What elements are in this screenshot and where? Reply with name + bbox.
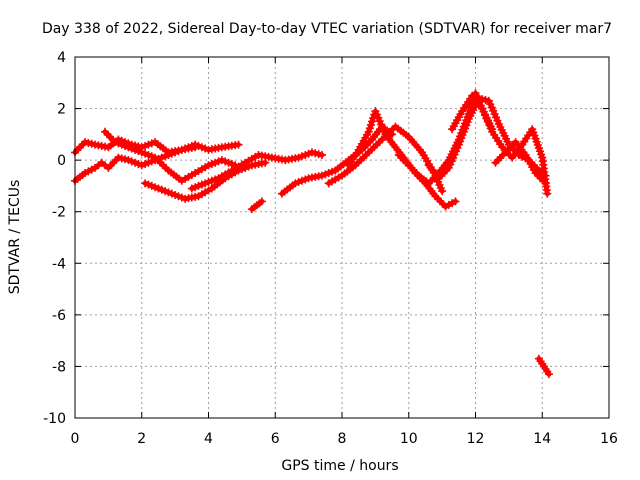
x-tick-label: 0 [71,431,80,447]
series-sat-n [534,354,553,379]
data-point [257,197,266,206]
x-tick-label: 12 [467,431,485,447]
series-sat-m [491,138,550,188]
series-sat-e [187,148,326,193]
y-tick-label: 4 [57,50,66,66]
y-tick-label: -4 [52,256,66,272]
x-tick-label: 14 [533,431,551,447]
x-tick-label: 4 [204,431,213,447]
data-point [317,150,326,159]
y-axis-label: SDTVAR / TECUs [7,180,23,295]
x-axis-ticks: 0 2 4 6 8 10 12 14 16 [71,57,618,447]
y-tick-label: -2 [52,205,66,221]
data-point [544,370,553,379]
x-axis-label: GPS time / hours [281,458,398,474]
data-point [234,140,243,149]
y-tick-label: 2 [57,102,66,118]
series-sat-a [71,135,243,157]
series-sat-f [247,197,266,214]
chart-title: Day 338 of 2022, Sidereal Day-to-day VTE… [42,21,612,37]
series-sat-l [448,91,552,198]
x-tick-label: 8 [338,431,347,447]
data-point [451,197,460,206]
x-tick-label: 6 [271,431,280,447]
x-tick-label: 10 [400,431,418,447]
grid [75,57,609,418]
y-tick-label: -8 [52,359,66,375]
y-axis-ticks: -10 -8 -6 -4 -2 0 2 4 [43,50,609,427]
data-point [438,187,447,196]
data-point [543,189,552,198]
y-tick-label: -6 [52,308,66,324]
data-point [191,143,200,152]
x-tick-label: 16 [600,431,618,447]
y-tick-label: -10 [43,411,66,427]
data-series [71,89,553,379]
series-sat-c [101,127,240,185]
x-tick-label: 2 [137,431,146,447]
data-point [541,179,550,188]
y-tick-label: 0 [57,153,66,169]
